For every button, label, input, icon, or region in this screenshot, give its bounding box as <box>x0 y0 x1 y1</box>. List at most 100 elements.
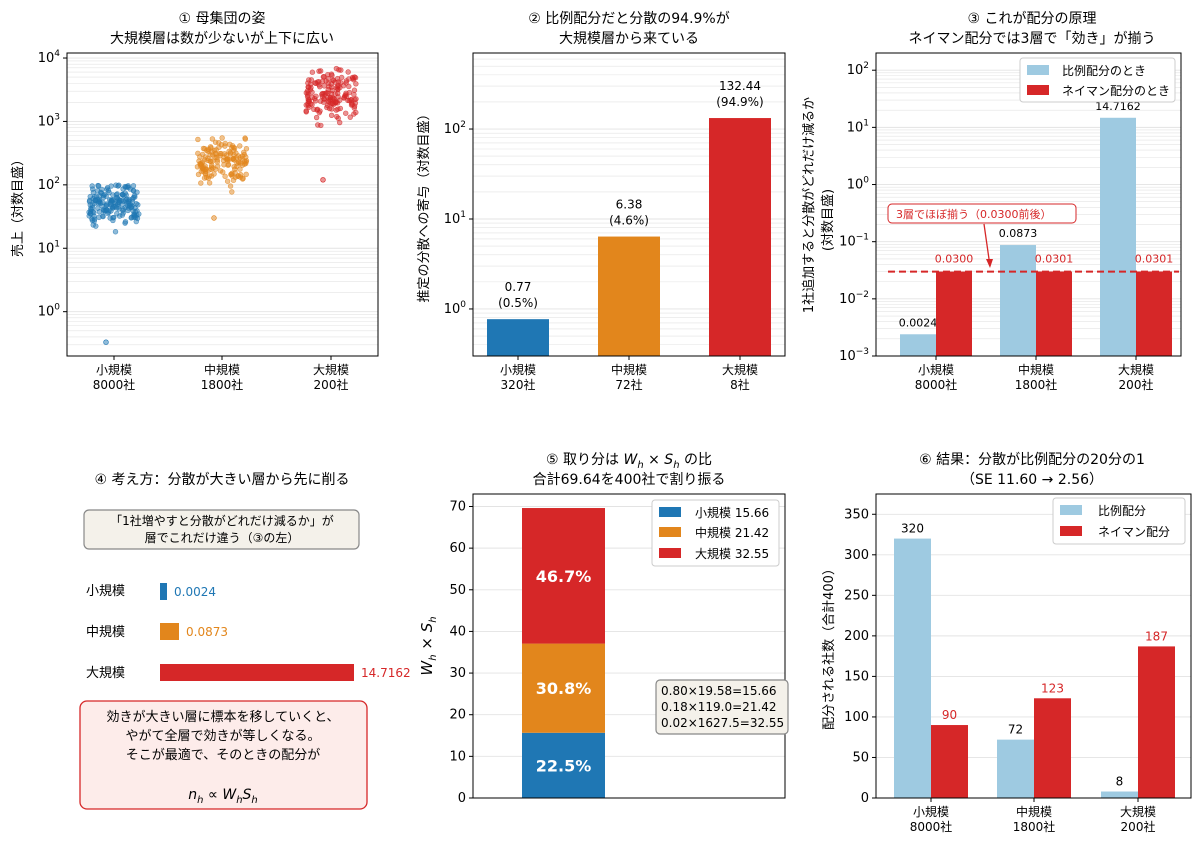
panel1-point <box>100 199 106 206</box>
panel1-y-tick-base: 10 <box>38 241 55 256</box>
panel3-y-tick-base: 10 <box>847 63 864 78</box>
panel1-point <box>349 74 356 81</box>
panel3-bar-prop <box>1000 245 1036 356</box>
panel5-bar-segment <box>522 508 605 644</box>
panel5-title-suffix: の比 <box>680 452 712 468</box>
panel5-title-w-sub: h <box>637 460 643 471</box>
panel5-y-tick-label: 60 <box>449 541 466 556</box>
panel4-row-label-large: 大規模 <box>86 666 125 681</box>
panel1-point <box>100 206 107 213</box>
panel1-point <box>340 83 347 89</box>
panel1-point <box>338 74 345 81</box>
panel5-title-w: W <box>623 452 638 468</box>
panel1-point <box>320 177 326 183</box>
panel1-y-axis-label: 売上（対数目盛） <box>10 153 26 257</box>
panel5-bar-segment <box>522 643 605 733</box>
panel5-title-s: S <box>664 452 673 468</box>
panel3-bar-prop-label: 14.7162 <box>1095 100 1141 113</box>
panel6-legend-label-prop: 比例配分 <box>1098 504 1146 518</box>
panel3-y-tick-exponent: −3 <box>856 347 869 357</box>
panel1-point <box>108 183 114 189</box>
panel6-bar-neyman <box>1034 698 1071 798</box>
panel1-y-tick-label: 101 <box>38 239 60 256</box>
panel1-point <box>319 78 326 84</box>
panel5-segment-percent: 22.5% <box>536 756 592 775</box>
panel1-point <box>347 114 353 120</box>
panel1-point <box>100 213 106 220</box>
panel1-point <box>241 161 248 167</box>
panel3-bar-neyman <box>1136 271 1172 356</box>
panel2-bar-percent-label: (94.9%) <box>716 95 763 109</box>
panel1-point <box>239 176 246 182</box>
panel6-bar-neyman <box>1138 646 1175 798</box>
panel3-y-tick-label: 10−3 <box>839 347 869 364</box>
panel3-y-tick-exponent: 0 <box>863 176 869 186</box>
panel1-y-tick-base: 10 <box>38 114 55 129</box>
panel6-title-line2: （SE 11.60 → 2.56） <box>961 472 1103 488</box>
panel2-title-line1: ② 比例配分だと分散の94.9%が <box>528 11 729 27</box>
panel5-title-line1: ⑤ 取り分は Wh × Sh の比 <box>546 452 712 471</box>
panel1-point <box>332 91 338 97</box>
panel2-bar-percent-label: (4.6%) <box>609 214 649 228</box>
panel1-point <box>119 192 126 198</box>
panel1-point <box>312 80 318 86</box>
panel1-point <box>130 188 137 194</box>
panel1-point <box>205 155 211 161</box>
panel2-bar-percent-label: (0.5%) <box>498 296 538 310</box>
panel5-title-s-sub: h <box>673 460 679 471</box>
panel1-point <box>222 173 228 180</box>
panel1-point <box>239 153 246 159</box>
panel6-legend-label-neyman: ネイマン配分 <box>1098 525 1170 539</box>
panel3-y-tick-label: 10−1 <box>839 233 869 250</box>
panel1-point <box>316 68 322 74</box>
panel1-point <box>336 119 343 126</box>
panel5-y-axis-label: Wh × Sh <box>418 616 439 675</box>
panel5-ylabel-s: S <box>418 622 436 632</box>
panel1-point <box>209 152 216 158</box>
panel1-point <box>112 229 119 235</box>
panel6-y-tick-label: 150 <box>844 669 869 684</box>
panel3-y-tick-exponent: −1 <box>856 233 869 243</box>
panel1-point <box>346 89 353 96</box>
panel1-point <box>243 146 250 152</box>
panel1-point <box>229 189 235 195</box>
panel5-ylabel-s-sub: h <box>428 616 439 622</box>
panel1-x-tick-label: 大規模 <box>313 362 349 377</box>
panel1-point <box>125 207 131 214</box>
panel1-point <box>330 77 337 83</box>
panel3-bar-neyman-label: 0.0300 <box>935 253 974 266</box>
panel-3: ③ これが配分の原理 ネイマン配分では3層で「効き」が揃う 0.0024 0.08… <box>801 11 1182 392</box>
panel3-bar-neyman-label: 0.0301 <box>1135 252 1174 265</box>
panel1-point <box>346 83 352 90</box>
panel1-point <box>351 111 357 117</box>
panel1-point <box>328 112 335 118</box>
panel1-point <box>211 215 217 221</box>
panel4-formula-sub3: h <box>251 795 257 806</box>
panel2-bar-value-label: 6.38 <box>616 198 643 212</box>
panel3-bar-prop-label: 0.0024 <box>899 316 938 329</box>
panel1-point <box>321 83 327 89</box>
panel1-x-tick-label: 200社 <box>314 377 349 392</box>
panel5-y-tick-label: 50 <box>449 583 466 598</box>
panel1-point <box>334 113 340 120</box>
panel6-bars: 320 72 8 90 123 187 <box>894 522 1175 798</box>
panel1-point <box>108 208 114 214</box>
panel5-bar-segment <box>522 732 605 798</box>
panel1-point <box>343 93 350 100</box>
panel6-title-line1: ⑥ 結果：分散が比例配分の20分の1 <box>919 452 1145 468</box>
panel1-point <box>107 215 113 221</box>
panel3-x-tick-label: 200社 <box>1119 377 1154 392</box>
panel1-point <box>197 160 203 167</box>
panel3-y-tick-exponent: 2 <box>863 61 869 71</box>
panel1-point <box>231 145 238 151</box>
panel1-point <box>219 135 225 141</box>
panel1-y-tick-exponent: 0 <box>54 303 60 313</box>
panel-4: ④ 考え方：分散が大きい層から先に削る 「1社増やすと分散がどれだけ減るか」が … <box>79 472 411 810</box>
panel4-note-line1: 効きが大きい層に標本を移していくと、 <box>106 710 339 725</box>
panel1-point <box>198 180 204 186</box>
panel2-x-tick-label: 8社 <box>730 377 750 392</box>
